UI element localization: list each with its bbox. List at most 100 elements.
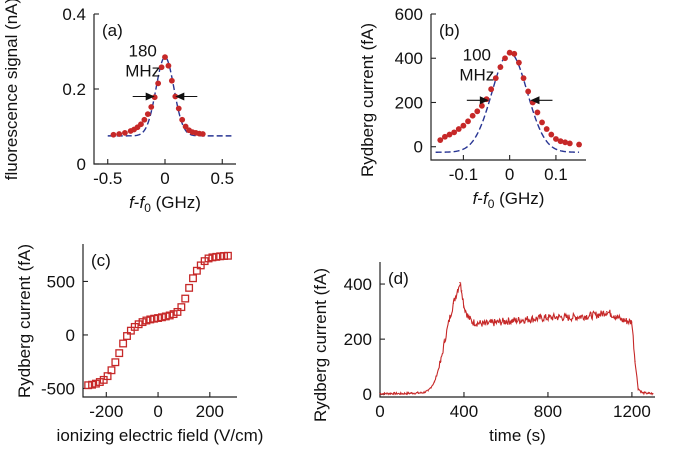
data-point bbox=[641, 392, 644, 394]
data-point bbox=[110, 131, 117, 138]
data-point bbox=[441, 133, 448, 140]
y-tick-label: -500 bbox=[41, 379, 75, 398]
data-point bbox=[614, 315, 616, 317]
data-point bbox=[515, 319, 518, 322]
data-point bbox=[589, 315, 591, 317]
data-point bbox=[648, 392, 650, 395]
x-label-minus: - bbox=[477, 189, 483, 208]
data-point bbox=[115, 349, 124, 358]
fwhm-arrowhead-left bbox=[145, 92, 155, 101]
data-point bbox=[410, 392, 413, 394]
data-point bbox=[516, 59, 522, 66]
data-point bbox=[562, 139, 569, 146]
x-label-var2: f bbox=[139, 193, 146, 212]
y-tick-label: 0.4 bbox=[62, 5, 86, 24]
data-point bbox=[478, 102, 485, 109]
x-tick-label: 0.5 bbox=[210, 169, 234, 188]
data-point bbox=[610, 313, 612, 315]
fwhm-unit: MHz bbox=[459, 65, 494, 84]
fwhm-unit: MHz bbox=[125, 62, 160, 81]
y-tick-label: 400 bbox=[395, 49, 423, 68]
data-point bbox=[111, 358, 120, 367]
data-point bbox=[471, 321, 473, 323]
data-point bbox=[520, 75, 527, 82]
data-point bbox=[578, 315, 581, 318]
data-point bbox=[525, 88, 532, 95]
data-point bbox=[144, 111, 151, 118]
data-point bbox=[141, 116, 148, 123]
x-tick-label: -0.5 bbox=[93, 169, 122, 188]
y-tick-label: 500 bbox=[47, 272, 75, 291]
data-point bbox=[455, 126, 462, 132]
data-point bbox=[543, 126, 550, 132]
y-tick-label: 0.2 bbox=[62, 80, 86, 99]
data-point bbox=[620, 319, 623, 321]
data-point bbox=[448, 319, 450, 321]
fwhm-value: 180 bbox=[129, 42, 157, 61]
fwhm-arrowhead-right bbox=[530, 96, 540, 105]
data-point bbox=[168, 77, 175, 84]
panel-label: (a) bbox=[102, 21, 123, 40]
panel-label: (c) bbox=[91, 251, 111, 270]
data-point bbox=[138, 121, 144, 128]
y-tick-label: 200 bbox=[344, 330, 372, 349]
data-point bbox=[223, 251, 232, 260]
data-point bbox=[446, 131, 453, 138]
y-tick-label: 600 bbox=[395, 5, 423, 24]
data-point bbox=[478, 322, 480, 324]
x-tick-label: -0.1 bbox=[449, 165, 478, 184]
y-tick-label: 200 bbox=[395, 93, 423, 112]
data-point bbox=[107, 366, 116, 375]
data-point bbox=[451, 129, 458, 136]
data-point bbox=[474, 108, 481, 115]
data-point bbox=[539, 119, 545, 126]
data-point bbox=[177, 303, 186, 312]
data-point bbox=[548, 131, 555, 138]
data-point bbox=[631, 321, 633, 323]
data-point bbox=[488, 86, 495, 93]
panel-label: (d) bbox=[388, 269, 409, 288]
data-point bbox=[568, 317, 570, 319]
data-point bbox=[165, 62, 172, 69]
x-tick-label: 0 bbox=[160, 169, 169, 188]
data-point bbox=[652, 393, 654, 395]
data-point bbox=[526, 318, 528, 320]
data-point bbox=[534, 109, 541, 116]
x-axis-label: time (s) bbox=[489, 426, 546, 445]
panel-b: -0.1 0 0.1 0 200 400 600 (b) Rydberg current (fA… bbox=[358, 5, 586, 211]
data-point bbox=[461, 290, 463, 292]
x-label-var2: f bbox=[483, 189, 490, 208]
data-point bbox=[440, 360, 442, 362]
data-point bbox=[175, 105, 182, 112]
data-point bbox=[182, 123, 189, 130]
data-point bbox=[151, 94, 158, 101]
data-point bbox=[637, 388, 639, 390]
x-tick-label: 1200 bbox=[613, 402, 651, 421]
x-tick-label: 400 bbox=[450, 402, 478, 421]
data-point bbox=[148, 104, 155, 110]
x-label-minus: - bbox=[134, 193, 140, 212]
data-point bbox=[497, 64, 504, 70]
panel-label: (b) bbox=[439, 21, 460, 40]
data-point bbox=[634, 360, 636, 362]
y-axis-label: Rydberg current (fA) bbox=[358, 23, 377, 177]
data-point bbox=[505, 320, 507, 322]
x-label-unit: (GHz) bbox=[151, 193, 201, 212]
data-point bbox=[452, 302, 455, 304]
data-point bbox=[459, 282, 461, 284]
axis-lines bbox=[430, 14, 586, 161]
data-point bbox=[599, 313, 602, 315]
panel-a: -0.5 0 0.5 0 0.2 0.4 (a) fluorescence signal (n… bbox=[2, 0, 236, 215]
data-point bbox=[116, 131, 123, 137]
x-tick-label: 800 bbox=[534, 402, 562, 421]
data-point bbox=[511, 50, 518, 57]
y-axis-label: Rydberg current (fA) bbox=[15, 244, 34, 398]
data-point bbox=[463, 305, 465, 307]
data-point bbox=[494, 322, 497, 324]
fwhm-arrowhead-left bbox=[479, 96, 489, 105]
data-point bbox=[502, 55, 508, 62]
fwhm-arrowhead-right bbox=[175, 92, 185, 101]
y-tick-label: 400 bbox=[344, 275, 372, 294]
x-label-subscript: 0 bbox=[144, 201, 151, 215]
data-point bbox=[158, 64, 165, 71]
